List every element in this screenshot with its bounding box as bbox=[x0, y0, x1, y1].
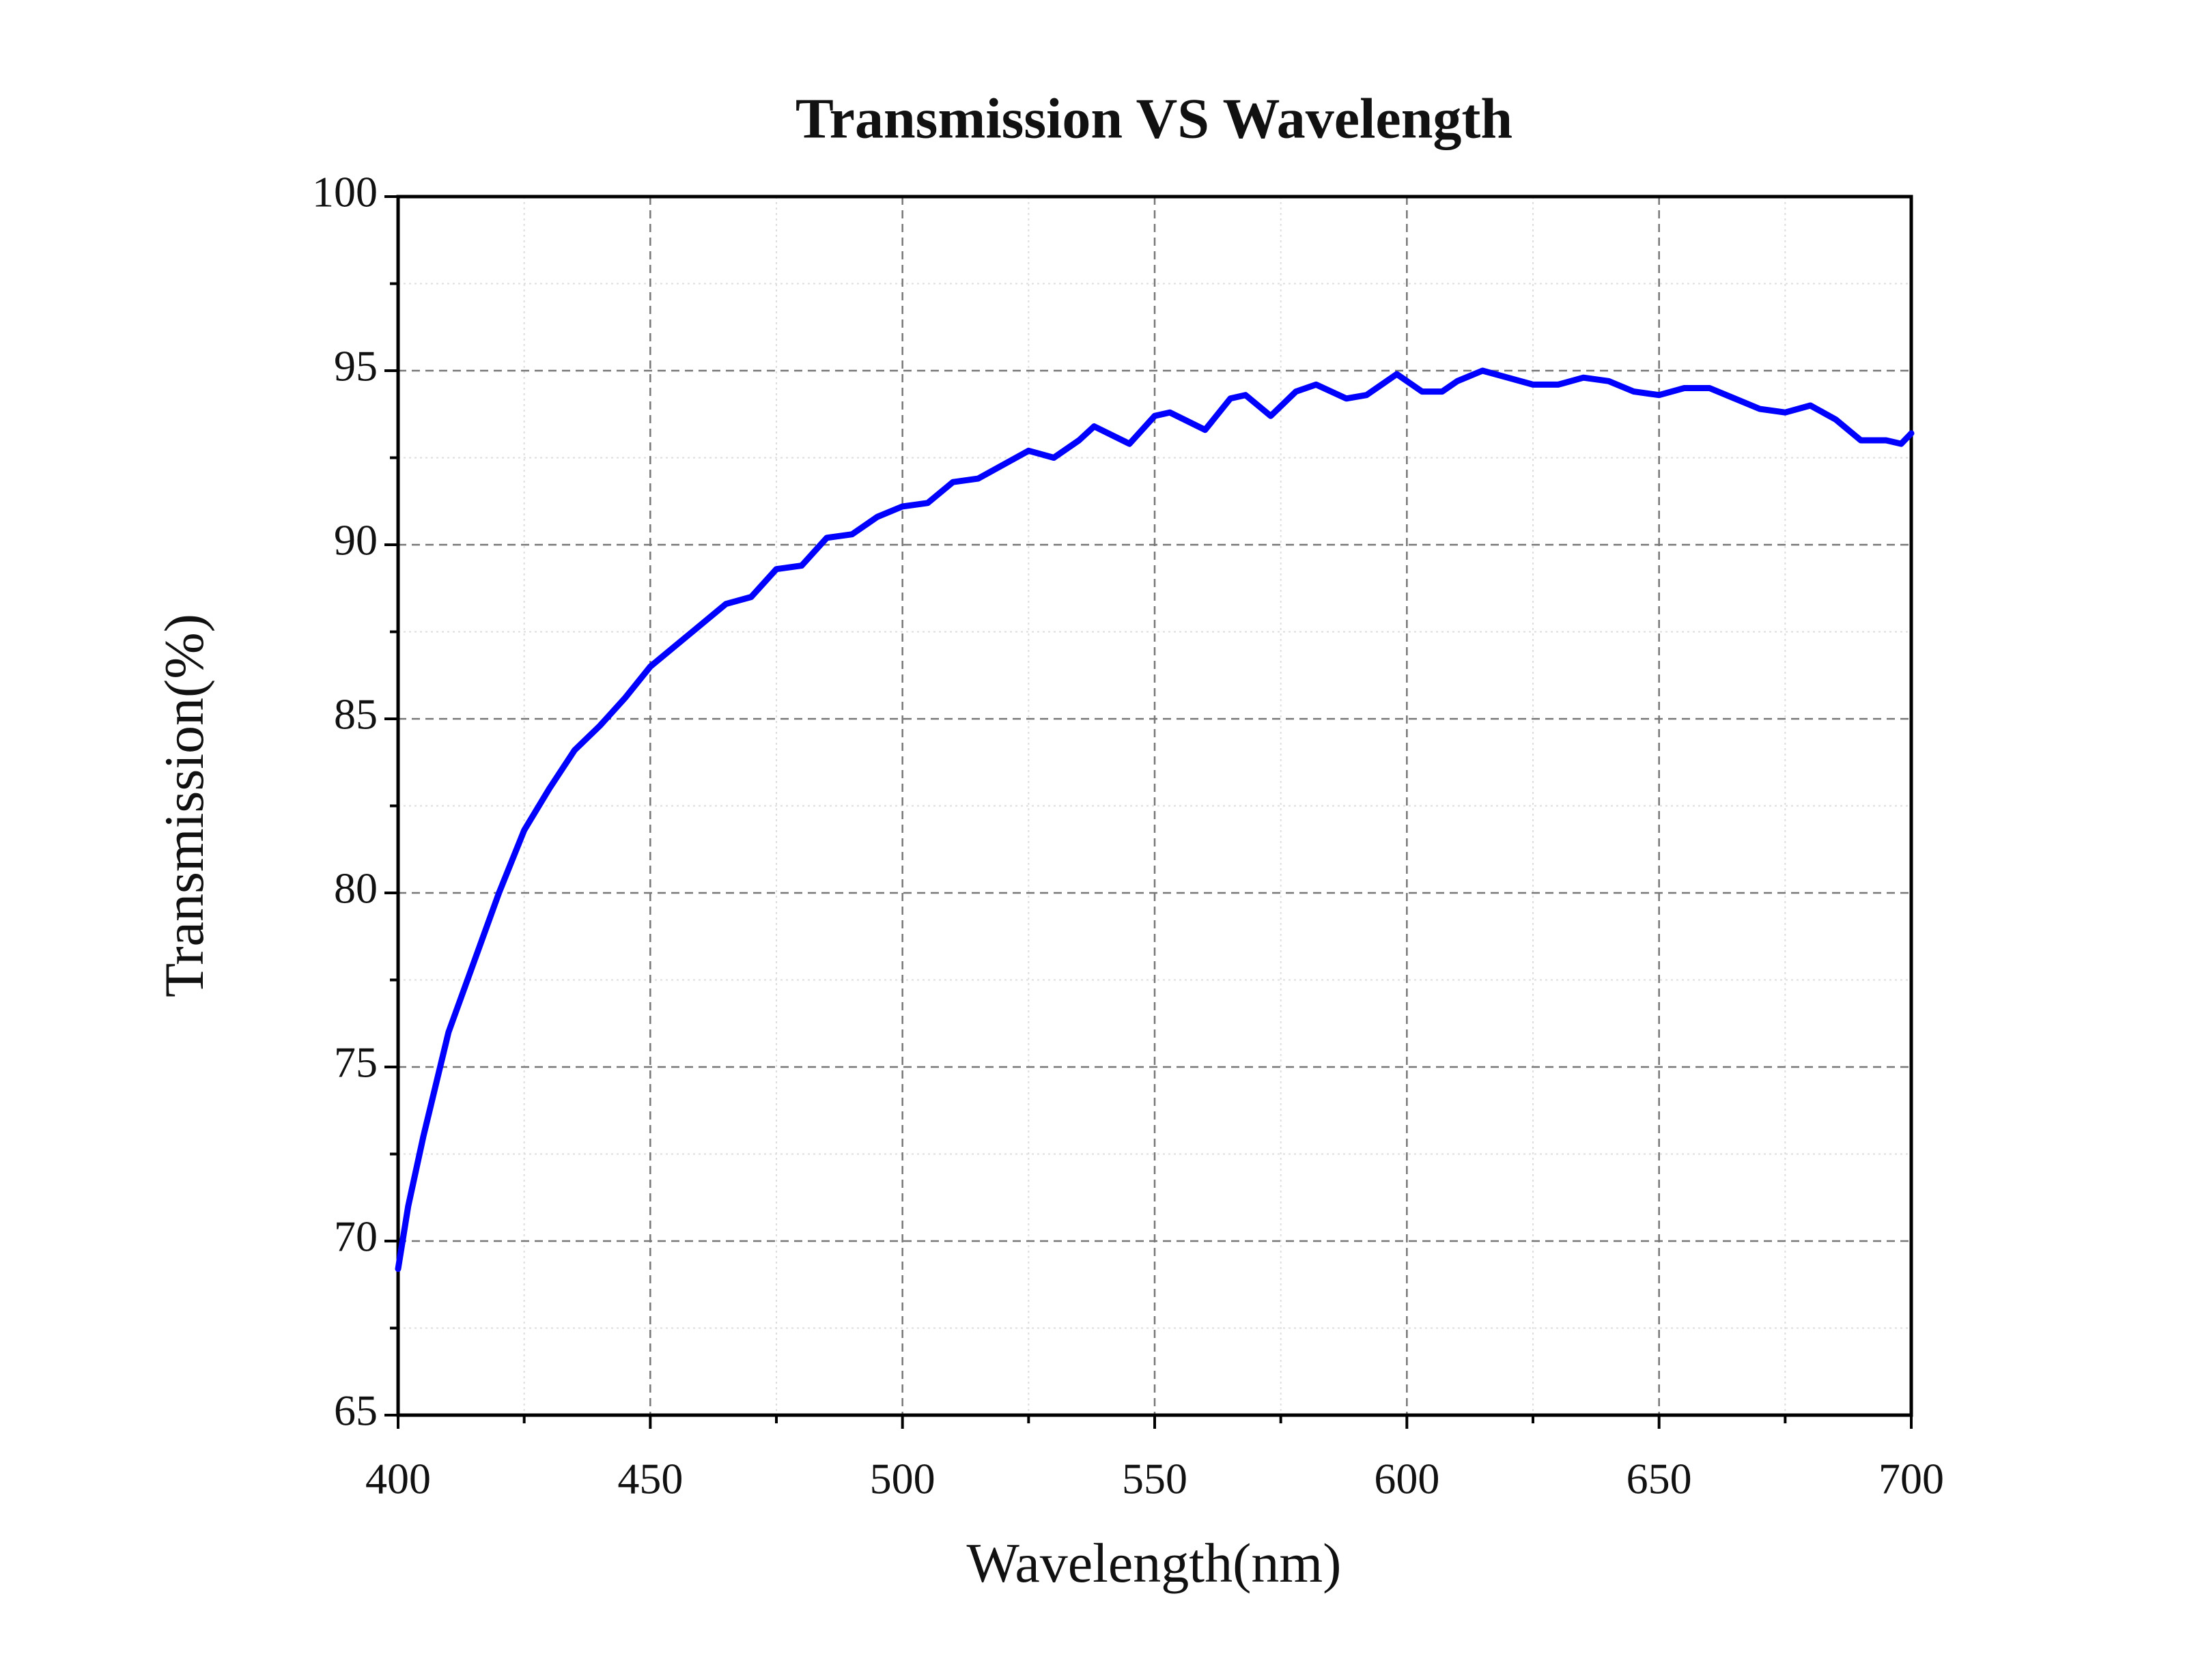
x-tick-label: 400 bbox=[365, 1455, 431, 1503]
x-axis-label: Wavelength(nm) bbox=[967, 1532, 1342, 1594]
y-tick-label: 75 bbox=[334, 1038, 378, 1087]
y-tick-label: 85 bbox=[334, 690, 378, 739]
plot-frame bbox=[396, 195, 1913, 1417]
y-tick-label: 65 bbox=[334, 1386, 378, 1435]
x-tick-label: 600 bbox=[1374, 1455, 1439, 1503]
x-tick-label: 500 bbox=[870, 1455, 935, 1503]
y-tick-label: 80 bbox=[334, 864, 378, 913]
y-axis-label: Transmission(%) bbox=[153, 614, 215, 997]
y-tick-label: 95 bbox=[334, 342, 378, 390]
chart-title: Transmission VS Wavelength bbox=[796, 87, 1512, 150]
x-tick-label: 650 bbox=[1627, 1455, 1692, 1503]
data-line bbox=[395, 367, 1915, 1272]
x-tick-label: 550 bbox=[1122, 1455, 1187, 1503]
x-tick-label: 700 bbox=[1878, 1455, 1944, 1503]
x-tick-label: 450 bbox=[617, 1455, 683, 1503]
y-tick-label: 70 bbox=[334, 1212, 378, 1261]
y-tick-label: 90 bbox=[334, 516, 378, 565]
y-tick-label: 100 bbox=[312, 168, 378, 216]
